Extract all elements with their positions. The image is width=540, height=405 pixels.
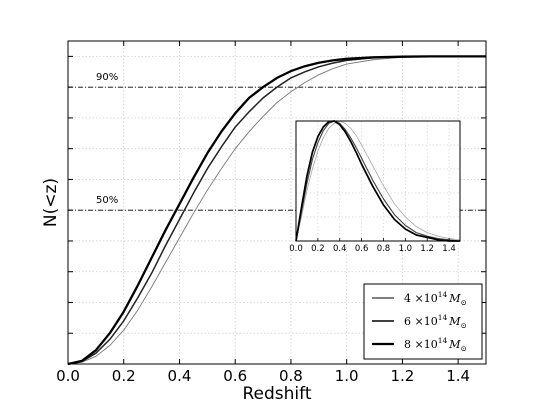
legend-label-symbol: M: [448, 315, 461, 328]
inset-x-tick-label: 0.8: [377, 244, 391, 254]
legend-label-1: 4 ×1014 M⊙: [404, 290, 467, 307]
legend-label-base: 6 ×10: [404, 315, 438, 328]
inset-plot: 0.0 0.2 0.4 0.6 0.8 1.0 1.2 1.4: [289, 120, 461, 254]
inset-grid: [296, 121, 460, 241]
x-tick-label: 0.6: [223, 367, 247, 385]
legend-label-subscript: ⊙: [461, 321, 467, 330]
x-tick-label: 1.0: [335, 367, 359, 385]
inset-background: [296, 121, 460, 241]
inset-x-tick-label: 0.0: [289, 244, 303, 254]
legend-label-base: 4 ×10: [404, 292, 438, 305]
x-tick-label: 0.8: [279, 367, 303, 385]
legend-label-symbol: M: [448, 292, 461, 305]
legend-label-base: 8 ×10: [404, 338, 438, 351]
inset-series-line-3: [295, 120, 460, 242]
series-line-3: [67, 55, 486, 366]
x-axis-label: Redshift: [242, 384, 311, 404]
tick-layer: 0.0 0.2 0.4 0.6 0.8 1.0 1.2 1.4: [56, 41, 486, 385]
legend-label-exponent: 14: [438, 290, 448, 299]
inset-x-tick-label: 0.6: [355, 244, 369, 254]
x-tick-label: 0.2: [112, 367, 136, 385]
reference-label-2: 50%: [96, 195, 118, 206]
inset-x-tick-label: 1.0: [399, 244, 413, 254]
inset-series-line-1: [295, 120, 461, 242]
legend-label-subscript: ⊙: [461, 298, 467, 307]
x-tick-label: 0.0: [56, 367, 80, 385]
inset-x-tick-label: 1.4: [442, 244, 456, 254]
plot-frame: [67, 40, 487, 365]
x-tick-label: 1.4: [446, 367, 470, 385]
reference-label-1: 90%: [96, 72, 118, 83]
series-line-1: [67, 55, 486, 365]
inset-frame: [295, 120, 461, 242]
x-tick-label: 0.4: [168, 367, 192, 385]
series-layer: [67, 55, 486, 366]
inset-series-line-2: [295, 120, 461, 242]
y-axis-label: N(<z): [41, 178, 61, 227]
legend-label-3: 8 ×1014 M⊙: [404, 336, 467, 353]
inset-tick-layer: 0.0 0.2 0.4 0.6 0.8 1.0 1.2 1.4: [289, 238, 456, 254]
reference-lines: 90% 50%: [68, 72, 486, 211]
legend-label-exponent: 14: [438, 336, 448, 345]
legend: 4 ×1014 M⊙6 ×1014 M⊙8 ×1014 M⊙: [363, 283, 483, 360]
main-plot: 90% 50% 0.0 0.2 0.4 0.6 0.8 1.0 1.2 1.4 Redshift…: [41, 40, 487, 404]
legend-label-symbol: M: [448, 338, 461, 351]
inset-x-tick-label: 1.2: [420, 244, 434, 254]
inset-series-layer: [295, 120, 461, 242]
inset-x-tick-label: 0.2: [311, 244, 325, 254]
x-tick-label: 1.2: [390, 367, 414, 385]
legend-label-subscript: ⊙: [461, 344, 467, 353]
legend-label-2: 6 ×1014 M⊙: [404, 313, 467, 330]
legend-label-exponent: 14: [438, 313, 448, 322]
inset-x-tick-label: 0.4: [333, 244, 347, 254]
